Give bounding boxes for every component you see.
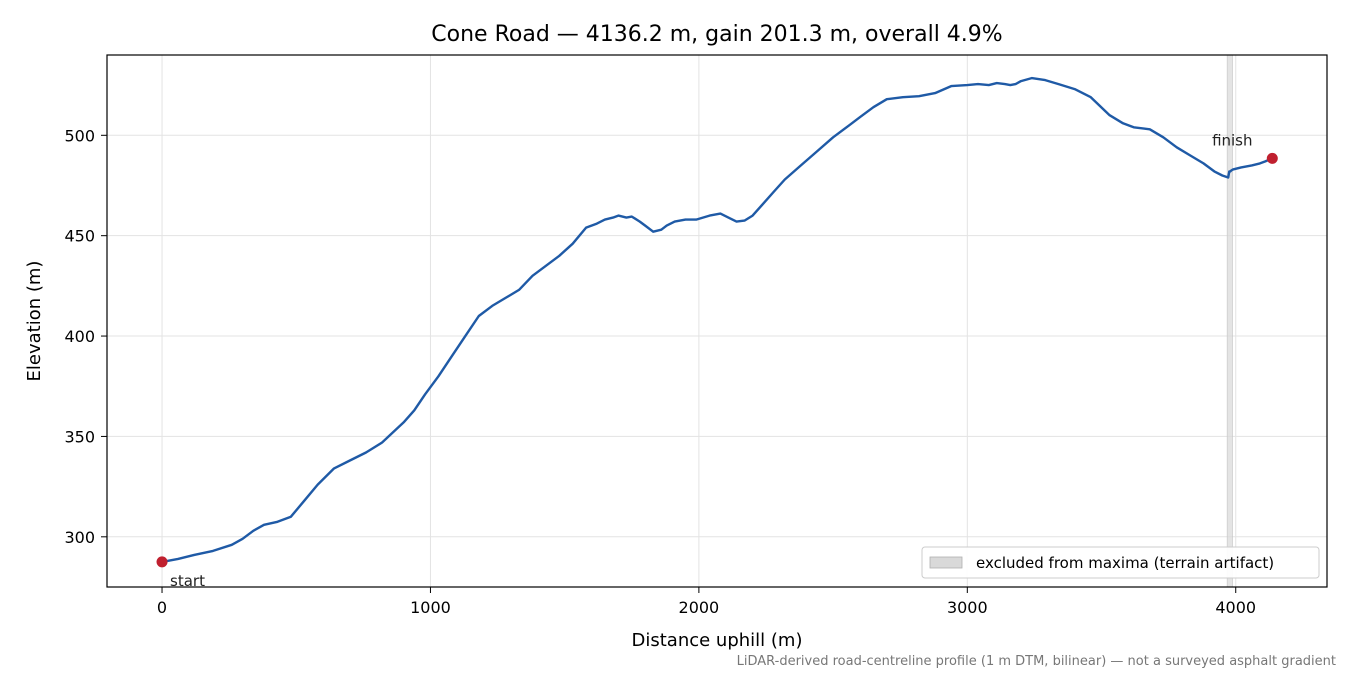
y-tick-label: 450 (64, 227, 95, 246)
y-axis-ticks: 300 350 400 450 500 (64, 126, 107, 547)
y-tick-label: 400 (64, 327, 95, 346)
x-tick-label: 0 (157, 598, 167, 617)
y-tick-label: 500 (64, 126, 95, 145)
plot-frame (106, 54, 1328, 588)
chart-title: Cone Road — 4136.2 m, gain 201.3 m, over… (431, 22, 1002, 47)
grid-lines (107, 55, 1327, 587)
start-marker (156, 556, 168, 568)
legend-box (921, 546, 1320, 579)
start-annotation: start (170, 572, 205, 590)
x-tick-label: 3000 (947, 598, 988, 617)
elevation-line (160, 76, 1274, 564)
x-tick-label: 1000 (410, 598, 451, 617)
legend-label: excluded from maxima (terrain artifact) (976, 554, 1274, 572)
y-tick-label: 350 (64, 427, 95, 446)
x-axis-label: Distance uphill (m) (632, 630, 803, 651)
legend-swatch (929, 556, 963, 569)
finish-marker (1266, 152, 1278, 164)
finish-annotation: finish (1212, 131, 1252, 149)
x-axis-ticks: 0 1000 2000 3000 4000 (157, 587, 1256, 617)
y-tick-label: 300 (64, 528, 95, 547)
plot-series-group: start finish (156, 76, 1278, 590)
footnote: LiDAR-derived road-centreline profile (1… (737, 654, 1336, 669)
x-tick-label: 2000 (679, 598, 720, 617)
y-axis-label: Elevation (m) (24, 261, 45, 382)
x-tick-label: 4000 (1215, 598, 1256, 617)
legend: excluded from maxima (terrain artifact) (921, 546, 1320, 579)
